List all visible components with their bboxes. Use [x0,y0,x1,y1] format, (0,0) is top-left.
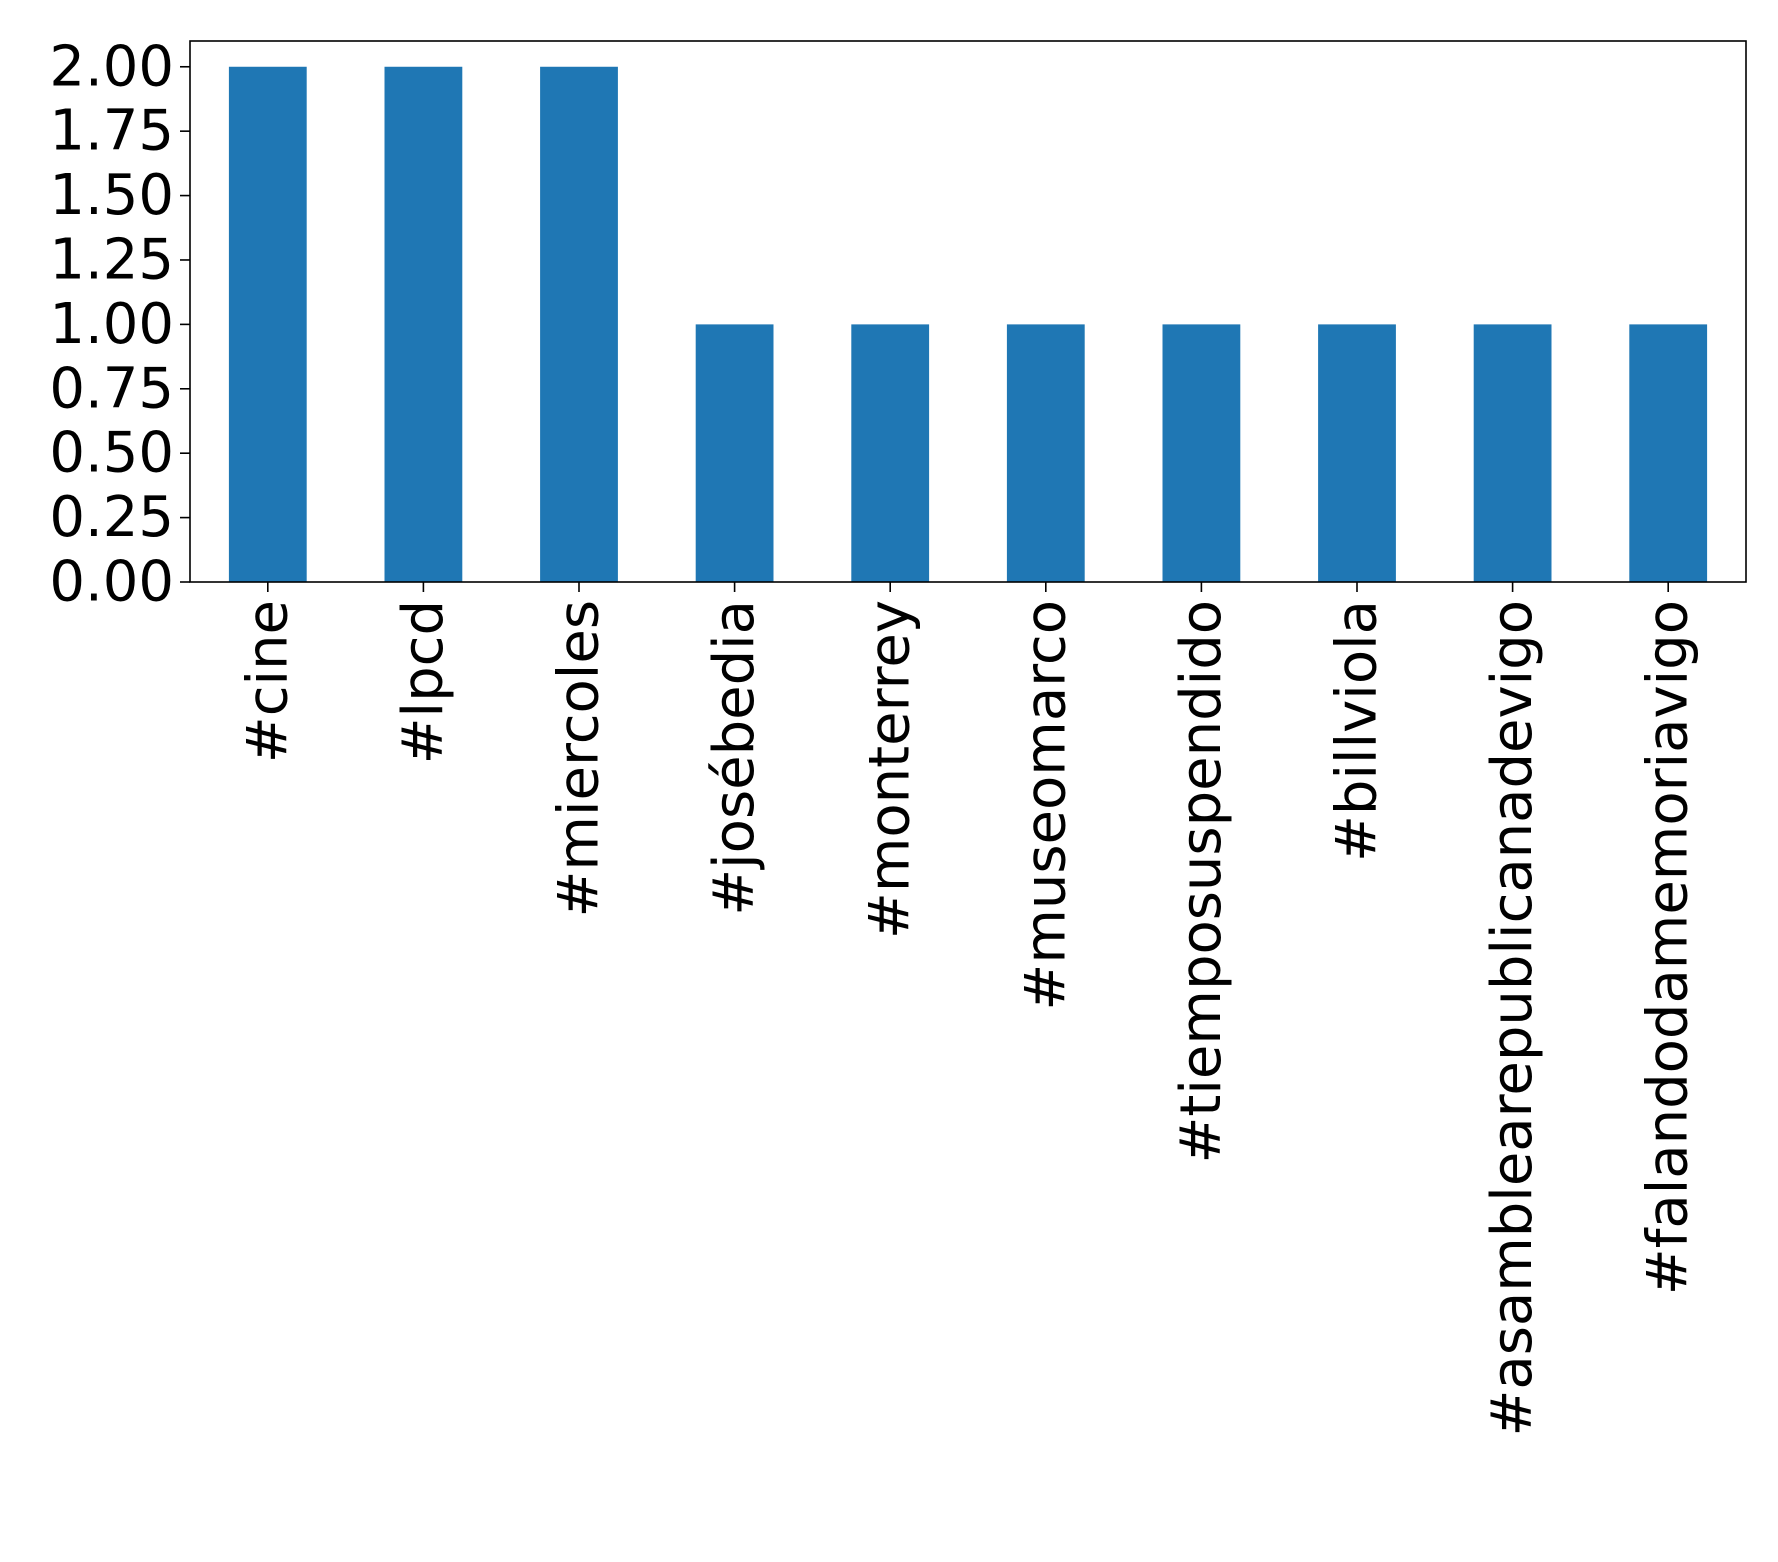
plot-frame [189,40,1747,583]
x-tick-label: #tiemposuspendido [1169,600,1234,1164]
y-tick-label: 0.75 [49,356,174,421]
y-tick-label: 0.50 [49,421,174,486]
bar-museomarco [1006,324,1085,582]
bar-asamblearepublicanadevigo [1473,324,1552,582]
x-tick-label: #asamblearepublicanadevigo [1480,600,1545,1437]
y-tick-label: 2.00 [49,34,174,99]
bar-falandodamemoriavigo [1629,324,1708,582]
bars-layer [228,66,1708,582]
bar-lpcd [384,66,463,582]
y-tick-label: 1.50 [49,163,174,228]
x-axis: #cine #lpcd #miercoles #josébedia #monterrey… [235,582,1701,1437]
x-tick-label: #josébedia [702,600,767,916]
bar-monterrey [851,324,930,582]
y-tick-label: 1.00 [49,292,174,357]
bar-miercoles [540,66,618,582]
y-tick-label: 0.00 [49,550,174,615]
x-tick-label: #lpcd [391,600,456,764]
x-tick-label: #museomarco [1013,600,1078,1011]
x-tick-label: #monterrey [858,600,923,939]
x-tick-label: #cine [235,600,300,763]
x-tick-label: #billviola [1325,600,1390,862]
y-tick-label: 1.75 [49,99,174,164]
x-tick-label: #falandodamemoriavigo [1636,600,1701,1295]
bar-cine [228,66,307,582]
bar-billviola [1318,324,1396,582]
x-tick-label: #miercoles [547,600,612,918]
bar-tiemposuspendido [1162,324,1241,582]
y-tick-label: 0.25 [49,485,174,550]
y-axis: 0.000.250.500.751.001.251.501.752.00 [49,34,190,615]
y-tick-label: 1.25 [49,227,174,292]
bar-josébedia [695,324,774,582]
